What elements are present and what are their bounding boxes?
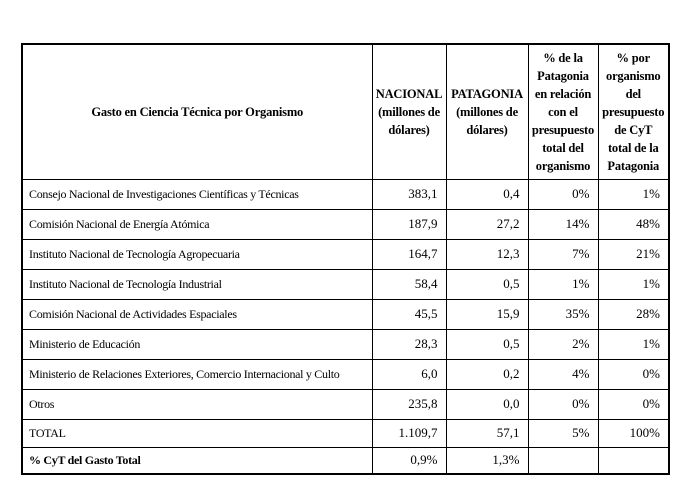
cell-nacional: 164,7 bbox=[371, 238, 447, 270]
table-row: Instituto Nacional de Tecnología Industr… bbox=[21, 268, 670, 300]
header-pct-patagonia: % de la Patagonia en relación con el pre… bbox=[527, 43, 599, 180]
cell-footer-label: % CyT del Gasto Total bbox=[21, 446, 373, 475]
cell-footer-pct-organismo bbox=[597, 446, 670, 475]
cell-pct-patagonia: 1% bbox=[527, 268, 599, 300]
cell-organismo: Ministerio de Educación bbox=[21, 328, 373, 360]
table-row: Comisión Nacional de Energía Atómica 187… bbox=[21, 208, 670, 240]
cell-patagonia: 0,5 bbox=[445, 328, 529, 360]
cell-total-patagonia: 57,1 bbox=[445, 418, 529, 448]
cell-nacional: 383,1 bbox=[371, 178, 447, 210]
cell-pct-organismo: 1% bbox=[597, 178, 670, 210]
cell-organismo: Otros bbox=[21, 388, 373, 420]
cell-patagonia: 12,3 bbox=[445, 238, 529, 270]
cell-organismo: Instituto Nacional de Tecnología Agropec… bbox=[21, 238, 373, 270]
cell-footer-patagonia: 1,3% bbox=[445, 446, 529, 475]
table-row: Ministerio de Relaciones Exteriores, Com… bbox=[21, 358, 670, 390]
cell-pct-patagonia: 0% bbox=[527, 178, 599, 210]
gasto-cyt-table: Gasto en Ciencia Técnica por Organismo N… bbox=[21, 43, 670, 475]
cell-patagonia: 0,2 bbox=[445, 358, 529, 390]
cell-nacional: 235,8 bbox=[371, 388, 447, 420]
cell-pct-patagonia: 0% bbox=[527, 388, 599, 420]
cell-pct-patagonia: 2% bbox=[527, 328, 599, 360]
cell-footer-pct-patagonia bbox=[527, 446, 599, 475]
cell-total-pct-organismo: 100% bbox=[597, 418, 670, 448]
cell-pct-organismo: 1% bbox=[597, 268, 670, 300]
cell-pct-patagonia: 14% bbox=[527, 208, 599, 240]
header-patagonia: PATAGONIA (millones de dólares) bbox=[445, 43, 529, 180]
cell-total-label: TOTAL bbox=[21, 418, 373, 448]
cell-pct-organismo: 0% bbox=[597, 358, 670, 390]
table-row: Comisión Nacional de Actividades Espacia… bbox=[21, 298, 670, 330]
cell-total-nacional: 1.109,7 bbox=[371, 418, 447, 448]
cell-footer-nacional: 0,9% bbox=[371, 446, 447, 475]
table-row: Instituto Nacional de Tecnología Agropec… bbox=[21, 238, 670, 270]
cell-organismo: Consejo Nacional de Investigaciones Cien… bbox=[21, 178, 373, 210]
cell-pct-patagonia: 35% bbox=[527, 298, 599, 330]
cell-pct-patagonia: 4% bbox=[527, 358, 599, 390]
cell-pct-organismo: 28% bbox=[597, 298, 670, 330]
cell-pct-organismo: 48% bbox=[597, 208, 670, 240]
header-pct-organismo: % por organismo del presupuesto de CyT t… bbox=[597, 43, 670, 180]
cell-total-pct-patagonia: 5% bbox=[527, 418, 599, 448]
cell-nacional: 28,3 bbox=[371, 328, 447, 360]
table-row: Ministerio de Educación 28,3 0,5 2% 1% bbox=[21, 328, 670, 360]
cell-organismo: Ministerio de Relaciones Exteriores, Com… bbox=[21, 358, 373, 390]
cell-patagonia: 0,4 bbox=[445, 178, 529, 210]
cell-organismo: Instituto Nacional de Tecnología Industr… bbox=[21, 268, 373, 300]
cell-nacional: 58,4 bbox=[371, 268, 447, 300]
table-header-row: Gasto en Ciencia Técnica por Organismo N… bbox=[21, 43, 670, 180]
header-organismo: Gasto en Ciencia Técnica por Organismo bbox=[21, 43, 373, 180]
total-row: TOTAL 1.109,7 57,1 5% 100% bbox=[21, 418, 670, 448]
cell-organismo: Comisión Nacional de Energía Atómica bbox=[21, 208, 373, 240]
cell-patagonia: 15,9 bbox=[445, 298, 529, 330]
cell-patagonia: 0,5 bbox=[445, 268, 529, 300]
cell-patagonia: 27,2 bbox=[445, 208, 529, 240]
cell-patagonia: 0,0 bbox=[445, 388, 529, 420]
cell-nacional: 45,5 bbox=[371, 298, 447, 330]
cell-pct-patagonia: 7% bbox=[527, 238, 599, 270]
cell-pct-organismo: 1% bbox=[597, 328, 670, 360]
cell-pct-organismo: 21% bbox=[597, 238, 670, 270]
cell-pct-organismo: 0% bbox=[597, 388, 670, 420]
cell-nacional: 6,0 bbox=[371, 358, 447, 390]
footer-row: % CyT del Gasto Total 0,9% 1,3% bbox=[21, 446, 670, 475]
header-nacional: NACIONAL (millones de dólares) bbox=[371, 43, 447, 180]
cell-nacional: 187,9 bbox=[371, 208, 447, 240]
table-row: Otros 235,8 0,0 0% 0% bbox=[21, 388, 670, 420]
cell-organismo: Comisión Nacional de Actividades Espacia… bbox=[21, 298, 373, 330]
table-row: Consejo Nacional de Investigaciones Cien… bbox=[21, 178, 670, 210]
